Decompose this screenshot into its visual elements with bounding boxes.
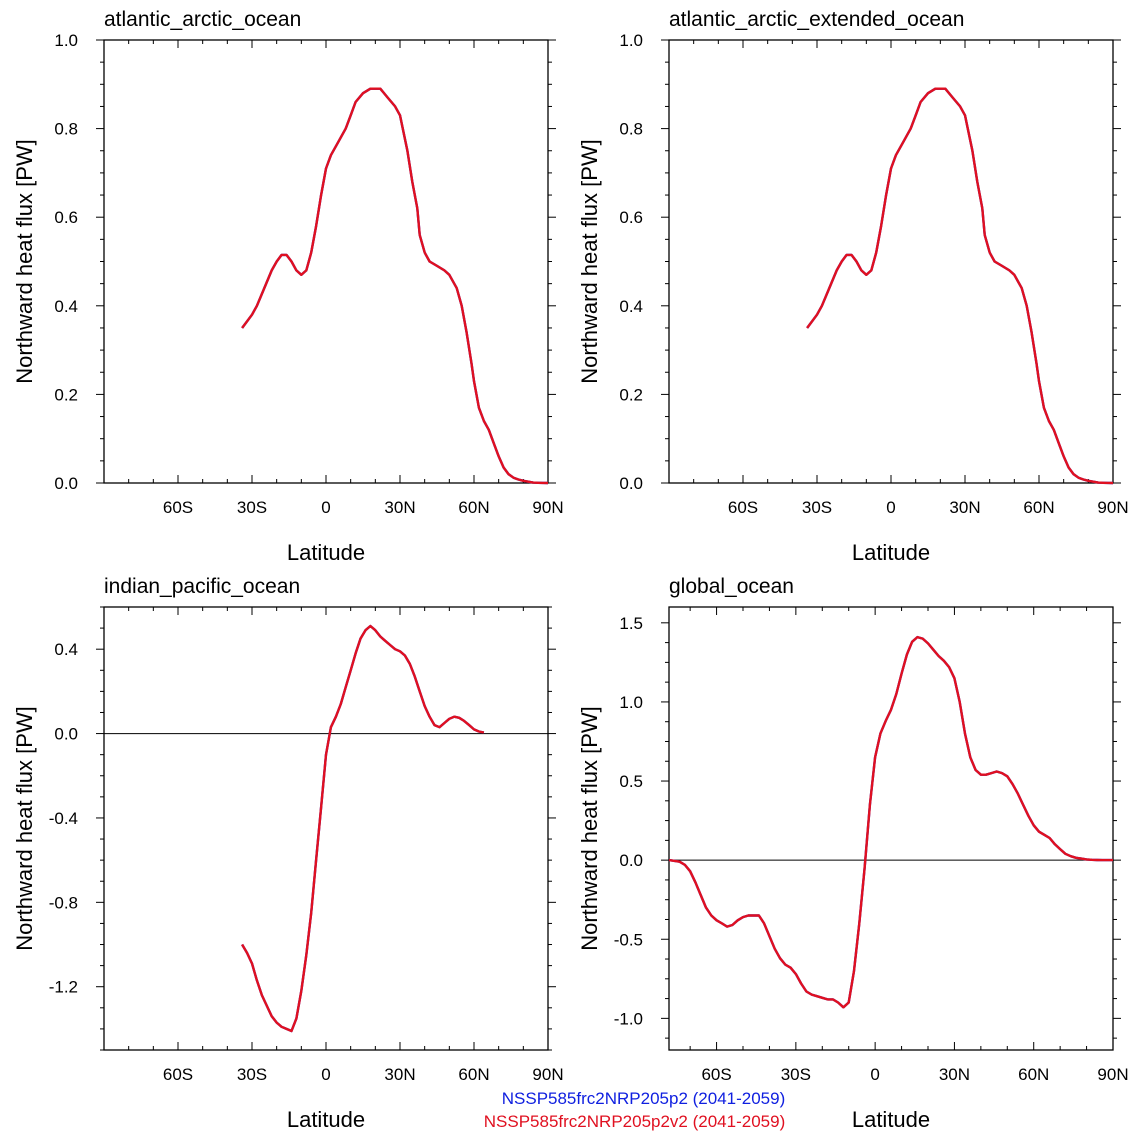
panel-1-xlabel: Latitude — [287, 540, 365, 565]
panel-3-series-2 — [241, 624, 485, 1033]
panel-3-xtick-label: 60N — [458, 1065, 489, 1084]
panel-2-ytick-label: 1.0 — [619, 31, 643, 50]
panel-1-ytick-label: 0.8 — [54, 120, 78, 139]
panel-2-xtick-label: 60S — [728, 498, 758, 517]
panel-2-ytick-label: 0.8 — [619, 120, 643, 139]
panel-2-xtick-label: 0 — [886, 498, 895, 517]
panel-2-ytick-label: 0.6 — [619, 208, 643, 227]
panel-4-series-1 — [668, 635, 1113, 1009]
panel-3-title: indian_pacific_ocean — [104, 575, 300, 598]
panel-3-ylabel: Northward heat flux [PW] — [12, 706, 37, 951]
panel-1-series-1 — [241, 87, 549, 485]
panel-1-xtick-label: 90N — [532, 498, 563, 517]
legend-entry-1: NSSP585frc2NRP205p2 (2041-2059) — [501, 1089, 786, 1108]
panel-4-ytick-label: -0.5 — [614, 930, 643, 949]
panel-2-ylabel: Northward heat flux [PW] — [577, 139, 602, 384]
panel-4-ytick-label: -1.0 — [614, 1009, 643, 1028]
panel-4-xtick-label: 30S — [781, 1065, 811, 1084]
panel-3-series-1 — [241, 624, 485, 1033]
panel-2-xtick-label: 30S — [802, 498, 832, 517]
panel-1-xtick-label: 30S — [237, 498, 267, 517]
panel-1-ylabel: Northward heat flux [PW] — [12, 139, 37, 384]
panel-3-ytick-label: 0.0 — [54, 725, 78, 744]
panel-1-ytick-label: 0.0 — [54, 474, 78, 493]
panel-3-ytick-label: 0.4 — [54, 640, 78, 659]
panel-1-ytick-label: 1.0 — [54, 31, 78, 50]
panel-3-xtick-label: 90N — [532, 1065, 563, 1084]
panel-2-ytick-label: 0.0 — [619, 474, 643, 493]
panel-4-xtick-label: 60S — [701, 1065, 731, 1084]
panel-4-title: global_ocean — [669, 575, 794, 598]
panel-1-ytick-label: 0.4 — [54, 297, 78, 316]
panel-2-title: atlantic_arctic_extended_ocean — [669, 8, 964, 31]
legend-entry-2: NSSP585frc2NRP205p2v2 (2041-2059) — [483, 1112, 786, 1131]
panel-4-ytick-label: 0.0 — [619, 851, 643, 870]
panel-1-xtick-label: 30N — [384, 498, 415, 517]
panel-3-xtick-label: 30N — [384, 1065, 415, 1084]
panel-1-xtick-label: 0 — [321, 498, 330, 517]
panel-2-xtick-label: 90N — [1097, 498, 1128, 517]
panel-4-xlabel: Latitude — [852, 1107, 930, 1132]
panel-2-xtick-label: 60N — [1023, 498, 1054, 517]
panel-2-series-1 — [806, 87, 1114, 485]
panel-3-xlabel: Latitude — [287, 1107, 365, 1132]
panel-3-ytick-label: -1.2 — [49, 978, 78, 997]
panel-4-ytick-label: 0.5 — [619, 772, 643, 791]
panel-1-ytick-label: 0.6 — [54, 208, 78, 227]
panel-2-ytick-label: 0.2 — [619, 385, 643, 404]
panel-4-frame — [668, 606, 1114, 1051]
panel-1-series-2 — [241, 87, 549, 485]
panel-3-xtick-label: 30S — [237, 1065, 267, 1084]
panel-4-ytick-label: 1.5 — [619, 614, 643, 633]
panel-3-xtick-label: 0 — [321, 1065, 330, 1084]
panel-3-ytick-label: -0.4 — [49, 809, 78, 828]
panel-4-ylabel: Northward heat flux [PW] — [577, 706, 602, 951]
panel-2-xlabel: Latitude — [852, 540, 930, 565]
panel-4-xtick-label: 0 — [870, 1065, 879, 1084]
panel-1-xtick-label: 60N — [458, 498, 489, 517]
panel-1-title: atlantic_arctic_ocean — [104, 8, 301, 31]
panel-4-xtick-label: 60N — [1018, 1065, 1049, 1084]
panel-1-xtick-label: 60S — [163, 498, 193, 517]
panel-4-xtick-label: 90N — [1097, 1065, 1128, 1084]
panel-1-ytick-label: 0.2 — [54, 385, 78, 404]
panel-4-xtick-label: 30N — [939, 1065, 970, 1084]
panel-3-xtick-label: 60S — [163, 1065, 193, 1084]
panel-2-xtick-label: 30N — [949, 498, 980, 517]
panel-4-series-2 — [668, 635, 1113, 1009]
panel-2-series-2 — [806, 87, 1114, 485]
panel-2-ytick-label: 0.4 — [619, 297, 643, 316]
panel-4-ytick-label: 1.0 — [619, 693, 643, 712]
panel-3-frame — [103, 606, 549, 1051]
panel-3-ytick-label: -0.8 — [49, 893, 78, 912]
